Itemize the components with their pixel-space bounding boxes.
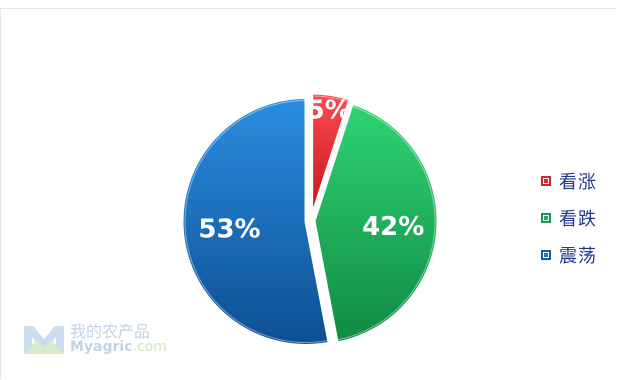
data-label-bullish: 5%	[307, 95, 351, 125]
site-watermark: 我的农产品 Myagric.com	[22, 322, 167, 356]
pie-slice-oscillation	[180, 95, 332, 347]
pie-slice-rim-bearish	[336, 105, 436, 341]
data-label-oscillation: 53%	[198, 215, 260, 245]
pie-slice-rim-bullish	[311, 95, 350, 103]
watermark-en-main: Myagric	[70, 339, 133, 355]
legend-item-bullish: 看涨	[541, 162, 597, 199]
pie-slice-bearish	[312, 101, 440, 345]
watermark-en-suffix: .com	[132, 339, 167, 355]
legend-swatch-oscillation	[541, 249, 551, 260]
legend-swatch-bullish	[541, 175, 551, 186]
legend-swatch-bearish	[541, 212, 551, 223]
legend-label-bullish: 看涨	[559, 171, 597, 193]
legend-item-bearish: 看跌	[541, 199, 597, 236]
watermark-cn: 我的农产品	[70, 322, 151, 341]
pie-slice-rim-oscillation	[184, 99, 329, 343]
logo-m-icon	[24, 326, 64, 354]
legend-label-oscillation: 震荡	[559, 245, 597, 267]
legend-label-bearish: 看跌	[559, 208, 597, 230]
chart-frame	[0, 8, 616, 379]
data-label-bearish: 42%	[362, 212, 424, 242]
pie-slice-bullish	[310, 91, 352, 218]
legend-item-oscillation: 震荡	[541, 236, 597, 273]
watermark-en: Myagric.com	[70, 340, 167, 355]
legend: 看涨 看跌 震荡	[541, 162, 597, 273]
